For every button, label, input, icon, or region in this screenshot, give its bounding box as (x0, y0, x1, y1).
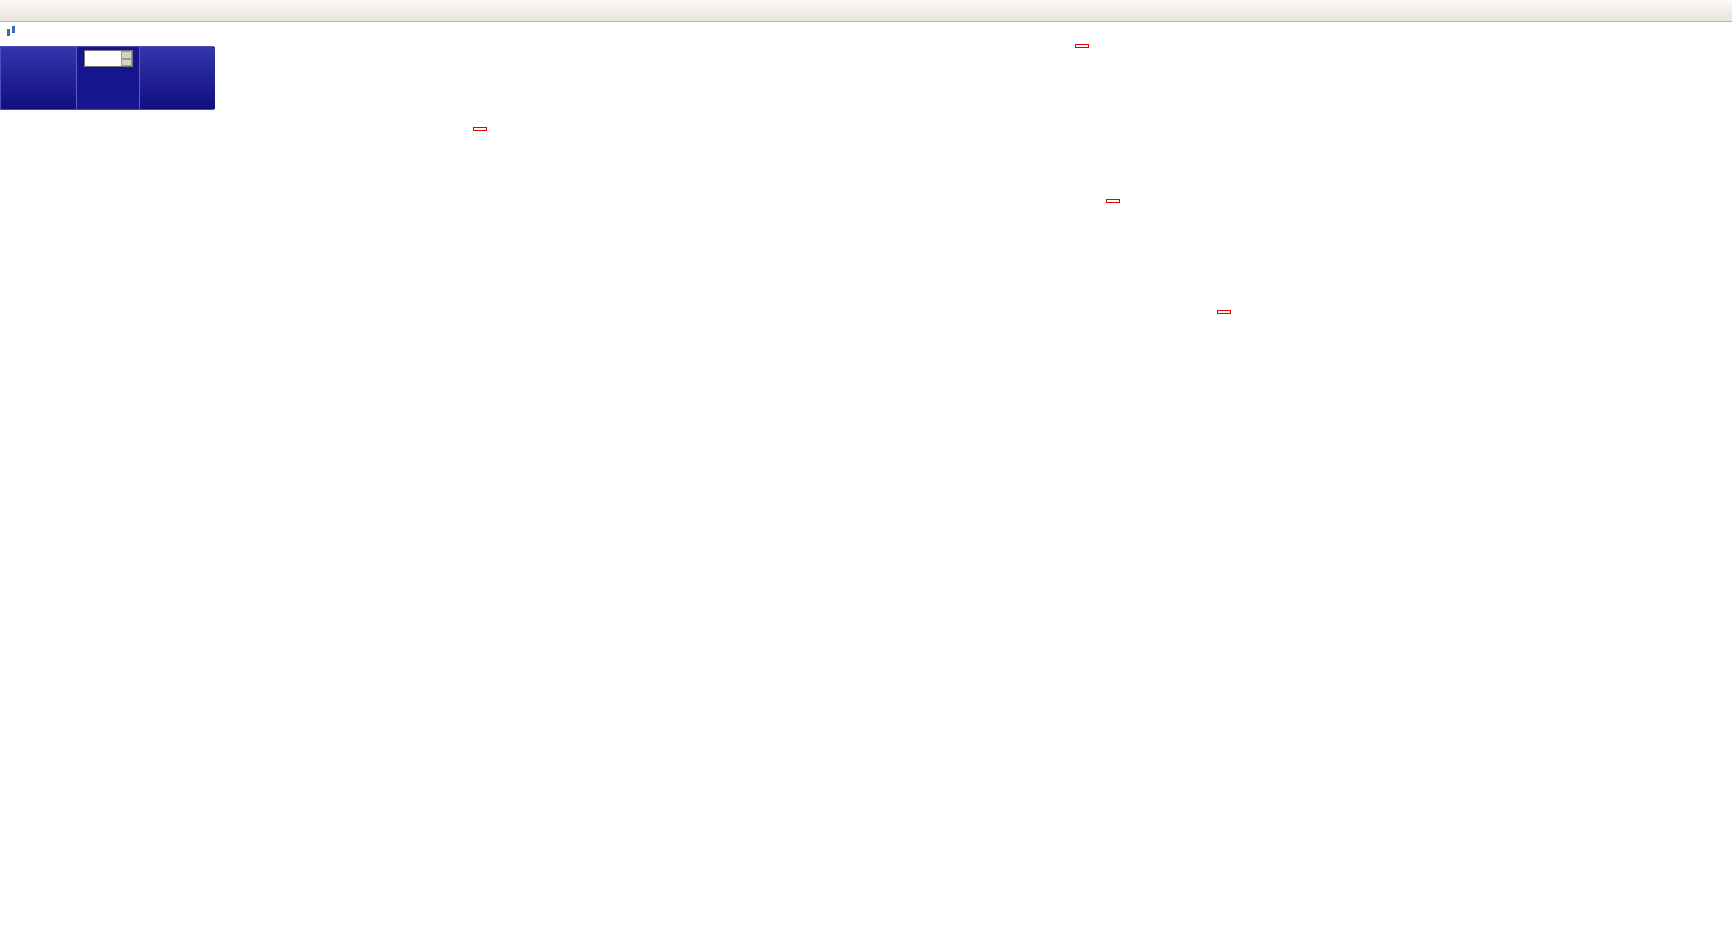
price-chart-canvas[interactable] (0, 22, 1732, 944)
price-annotation-133029[interactable] (1217, 310, 1231, 314)
price-annotation-137026[interactable] (1106, 199, 1120, 203)
volume-input[interactable] (84, 51, 121, 66)
sell-button[interactable] (1, 47, 77, 109)
one-click-trading-panel (0, 46, 215, 110)
price-annotation-139715[interactable] (473, 127, 487, 131)
sell-price (38, 51, 39, 63)
volume-spinner (120, 51, 132, 66)
volume-area (77, 47, 139, 109)
buy-button[interactable] (139, 47, 215, 109)
volume-down-button[interactable] (120, 58, 132, 66)
volume-box (83, 50, 133, 67)
volume-up-button[interactable] (120, 51, 132, 59)
symbol-header (6, 26, 61, 37)
toolbar (0, 0, 1732, 22)
buy-price (177, 51, 178, 63)
chart-window (0, 22, 1732, 944)
price-annotation-142659[interactable] (1075, 44, 1089, 48)
chart-icon (6, 26, 16, 37)
